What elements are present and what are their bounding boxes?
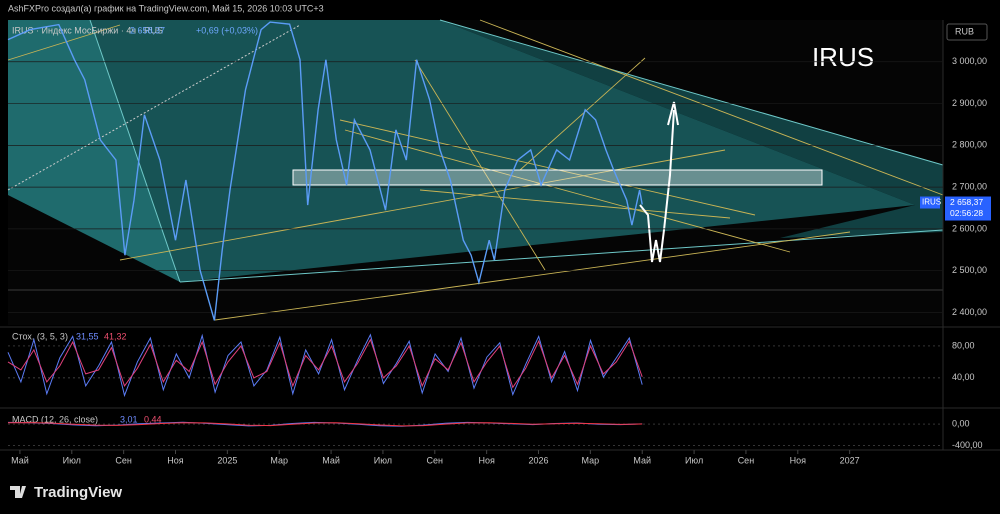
price-tag-price: 2 658,37 (950, 197, 983, 207)
x-tick-label: Сен (427, 455, 444, 465)
y-tick-label: 2 900,00 (952, 98, 987, 108)
triangle-drawing (8, 20, 180, 282)
x-tick-label: 2025 (217, 455, 237, 465)
y-tick-label: 40,00 (952, 372, 975, 382)
y-tick-label: 2 800,00 (952, 140, 987, 150)
price-tag (920, 196, 940, 209)
macd-title: MACD (12, 26, close) (12, 414, 98, 424)
x-tick-label: Июл (374, 455, 392, 465)
drawing-line (179, 229, 944, 283)
y-tick-label: 2 600,00 (952, 223, 987, 233)
y-tick-label: 80,00 (952, 340, 975, 350)
y-tick-label: 2 700,00 (952, 181, 987, 191)
forecast-arrow (639, 109, 675, 263)
x-tick-label: 2027 (840, 455, 860, 465)
drawing-line (89, 19, 181, 283)
legend-price: 2 658,37 (130, 25, 165, 35)
price-tag-symbol: IRUS (922, 198, 941, 207)
triangle-drawing (440, 20, 943, 238)
x-tick-label: 2026 (528, 455, 548, 465)
y-tick-label: 0,00 (952, 418, 970, 428)
x-tick-label: Ноя (790, 455, 807, 465)
macd-value: 0,44 (144, 414, 162, 424)
trend-lines (7, 19, 944, 321)
x-tick-label: Июл (63, 455, 81, 465)
x-tick-label: Сен (115, 455, 132, 465)
y-tick-label: 2 500,00 (952, 265, 987, 275)
price-tag-box (945, 196, 991, 221)
series-line (7, 21, 643, 321)
stoch-title: Стох. (3, 5, 3) (12, 331, 68, 341)
series-line (7, 338, 643, 389)
tradingview-logo (10, 486, 26, 498)
stoch-value: 31,55 (76, 331, 99, 341)
x-tick-label: Ноя (478, 455, 495, 465)
forecast-arrowhead (667, 101, 679, 126)
brand: TradingView (34, 484, 122, 501)
stoch-value: 41,32 (104, 331, 127, 341)
series-line (7, 333, 643, 398)
triangle-drawing (8, 20, 915, 282)
macd-value: 3,01 (120, 414, 138, 424)
x-tick-label: Май (322, 455, 340, 465)
x-tick-label: Мар (270, 455, 288, 465)
y-tick-label: 3 000,00 (952, 56, 987, 66)
currency-box (946, 23, 988, 41)
currency: RUB (955, 26, 974, 36)
x-tick-label: Мар (582, 455, 600, 465)
x-tick-label: Май (11, 455, 29, 465)
x-tick-label: Май (633, 455, 651, 465)
drawing-line (439, 19, 944, 166)
x-tick-label: Июл (685, 455, 703, 465)
x-tick-label: Ноя (167, 455, 184, 465)
x-tick-label: Сен (738, 455, 755, 465)
price-tag-countdown: 02:56:28 (950, 208, 983, 218)
y-tick-label: -400,00 (952, 440, 983, 450)
legend-symbol: IRUS · Индекс МосБиржи · 4ч · RUS (12, 25, 163, 35)
series-line (7, 422, 643, 427)
legend-change: +0,69 (+0,03%) (196, 25, 258, 35)
zone-rectangle (292, 169, 823, 186)
symbol-label: IRUS (812, 42, 874, 72)
y-tick-label: 2 400,00 (952, 307, 987, 317)
header-text: AshFXPro создал(а) график на TradingView… (8, 3, 324, 13)
